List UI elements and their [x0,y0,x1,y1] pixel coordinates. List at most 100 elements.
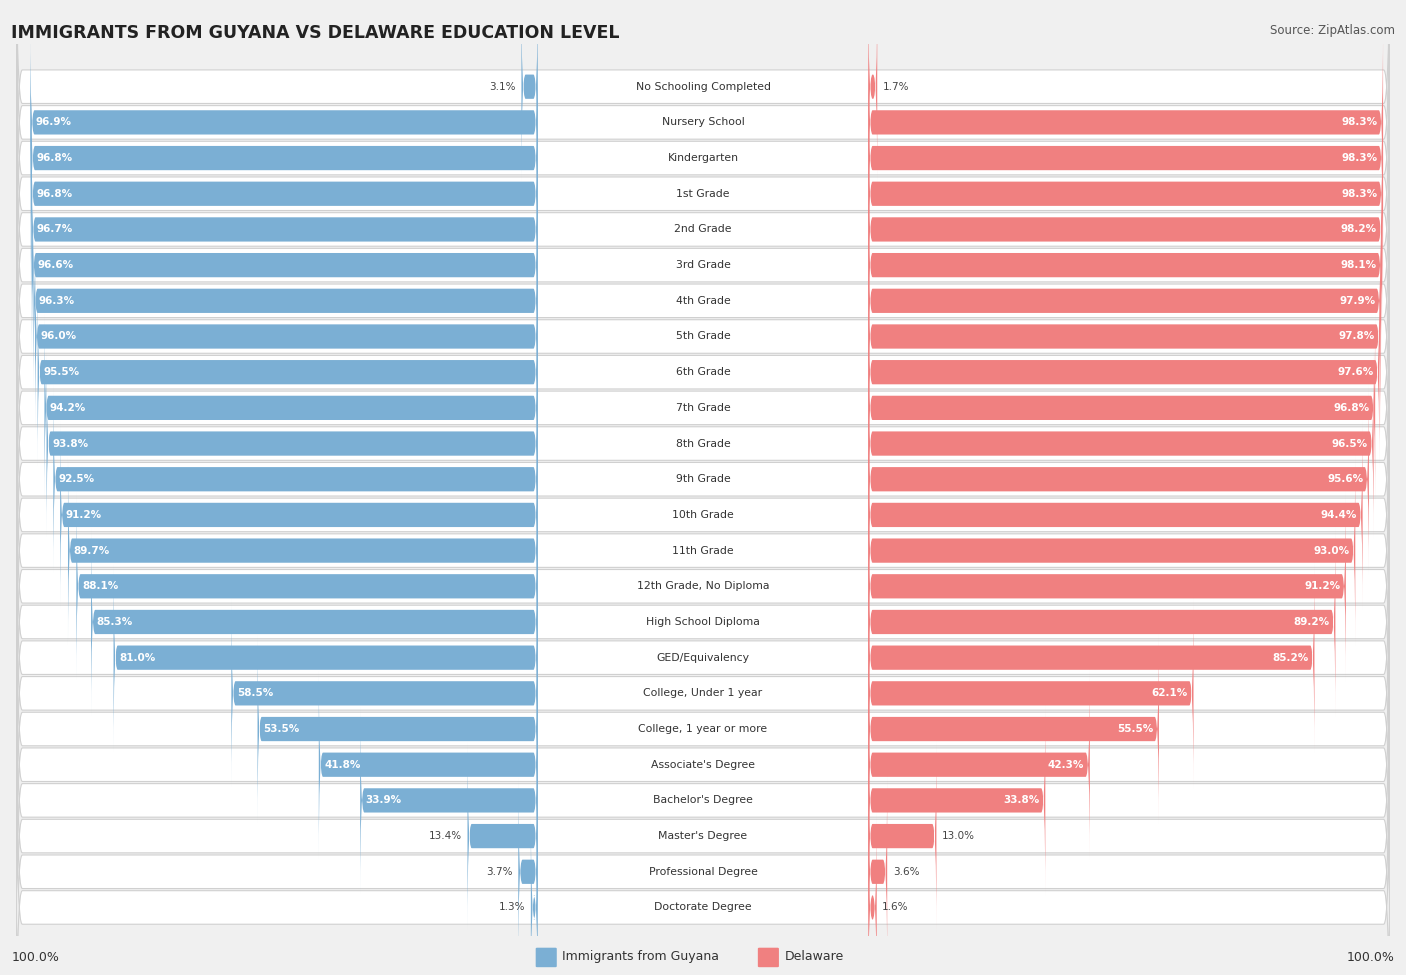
Text: 91.2%: 91.2% [1305,581,1340,591]
Text: 10th Grade: 10th Grade [672,510,734,520]
FancyBboxPatch shape [17,247,1389,498]
Text: 58.5%: 58.5% [236,688,273,698]
Text: 100.0%: 100.0% [1347,951,1395,964]
Text: 100.0%: 100.0% [11,951,59,964]
FancyBboxPatch shape [869,599,1194,788]
Text: 93.8%: 93.8% [52,439,89,448]
Text: 3rd Grade: 3rd Grade [675,260,731,270]
FancyBboxPatch shape [17,389,1389,641]
Text: 55.5%: 55.5% [1118,724,1153,734]
FancyBboxPatch shape [869,812,877,975]
FancyBboxPatch shape [31,27,537,217]
FancyBboxPatch shape [869,27,1384,217]
FancyBboxPatch shape [232,599,537,788]
FancyBboxPatch shape [17,139,1389,391]
FancyBboxPatch shape [869,63,1384,253]
Text: 33.8%: 33.8% [1004,796,1040,805]
FancyBboxPatch shape [869,242,1381,431]
Text: 89.7%: 89.7% [73,546,110,556]
Text: 11th Grade: 11th Grade [672,546,734,556]
FancyBboxPatch shape [869,670,1090,860]
FancyBboxPatch shape [17,710,1389,962]
Text: 1.6%: 1.6% [882,903,908,913]
Text: 96.7%: 96.7% [37,224,73,234]
FancyBboxPatch shape [869,313,1375,503]
Text: GED/Equivalency: GED/Equivalency [657,652,749,663]
Text: 98.1%: 98.1% [1340,260,1376,270]
Text: 5th Grade: 5th Grade [676,332,730,341]
Text: 98.3%: 98.3% [1341,117,1378,128]
Text: 3.1%: 3.1% [489,82,516,92]
Text: 13.4%: 13.4% [429,831,463,841]
FancyBboxPatch shape [17,318,1389,569]
Text: 97.8%: 97.8% [1339,332,1375,341]
Text: Delaware: Delaware [785,950,844,963]
FancyBboxPatch shape [17,282,1389,534]
FancyBboxPatch shape [45,313,537,503]
FancyBboxPatch shape [17,103,1389,356]
Text: Bachelor's Degree: Bachelor's Degree [652,796,754,805]
FancyBboxPatch shape [17,68,1389,320]
FancyBboxPatch shape [869,634,1159,824]
FancyBboxPatch shape [869,491,1346,682]
FancyBboxPatch shape [519,777,537,966]
Text: 92.5%: 92.5% [59,474,96,485]
Text: 1.7%: 1.7% [883,82,910,92]
Text: 93.0%: 93.0% [1313,546,1350,556]
Text: Source: ZipAtlas.com: Source: ZipAtlas.com [1270,24,1395,37]
FancyBboxPatch shape [67,455,537,645]
FancyBboxPatch shape [114,563,537,753]
FancyBboxPatch shape [257,634,537,824]
FancyBboxPatch shape [869,98,1384,289]
Text: 8th Grade: 8th Grade [676,439,730,448]
Text: 33.9%: 33.9% [366,796,402,805]
FancyBboxPatch shape [17,32,1389,284]
Text: 91.2%: 91.2% [66,510,101,520]
Text: 2nd Grade: 2nd Grade [675,224,731,234]
FancyBboxPatch shape [869,384,1369,574]
Text: 88.1%: 88.1% [82,581,118,591]
Text: 1st Grade: 1st Grade [676,189,730,199]
FancyBboxPatch shape [31,135,537,325]
Text: 85.3%: 85.3% [97,617,132,627]
FancyBboxPatch shape [53,384,537,574]
Text: 81.0%: 81.0% [120,652,155,663]
Text: Immigrants from Guyana: Immigrants from Guyana [562,950,720,963]
FancyBboxPatch shape [17,353,1389,605]
FancyBboxPatch shape [17,531,1389,784]
FancyBboxPatch shape [869,171,1382,360]
Text: 96.8%: 96.8% [1333,403,1369,412]
Text: 62.1%: 62.1% [1152,688,1188,698]
Text: Doctorate Degree: Doctorate Degree [654,903,752,913]
Text: College, 1 year or more: College, 1 year or more [638,724,768,734]
Text: 94.2%: 94.2% [51,403,86,412]
FancyBboxPatch shape [869,777,887,966]
Text: 98.2%: 98.2% [1341,224,1376,234]
Text: Nursery School: Nursery School [662,117,744,128]
Text: 89.2%: 89.2% [1294,617,1330,627]
FancyBboxPatch shape [319,670,537,860]
FancyBboxPatch shape [76,491,537,682]
FancyBboxPatch shape [91,527,537,717]
Text: 6th Grade: 6th Grade [676,368,730,377]
FancyBboxPatch shape [869,206,1381,396]
Text: 85.2%: 85.2% [1272,652,1309,663]
FancyBboxPatch shape [869,349,1374,538]
FancyBboxPatch shape [531,812,537,975]
Text: 98.3%: 98.3% [1341,153,1378,163]
Text: College, Under 1 year: College, Under 1 year [644,688,762,698]
FancyBboxPatch shape [17,675,1389,926]
FancyBboxPatch shape [17,746,1389,975]
FancyBboxPatch shape [31,63,537,253]
FancyBboxPatch shape [31,98,537,289]
Text: Kindergarten: Kindergarten [668,153,738,163]
FancyBboxPatch shape [360,706,537,895]
FancyBboxPatch shape [32,171,537,360]
Text: 94.4%: 94.4% [1320,510,1357,520]
Text: 97.9%: 97.9% [1340,295,1375,306]
Text: 96.8%: 96.8% [37,189,73,199]
Text: 9th Grade: 9th Grade [676,474,730,485]
Text: Associate's Degree: Associate's Degree [651,760,755,769]
Text: 42.3%: 42.3% [1047,760,1084,769]
FancyBboxPatch shape [467,741,537,931]
